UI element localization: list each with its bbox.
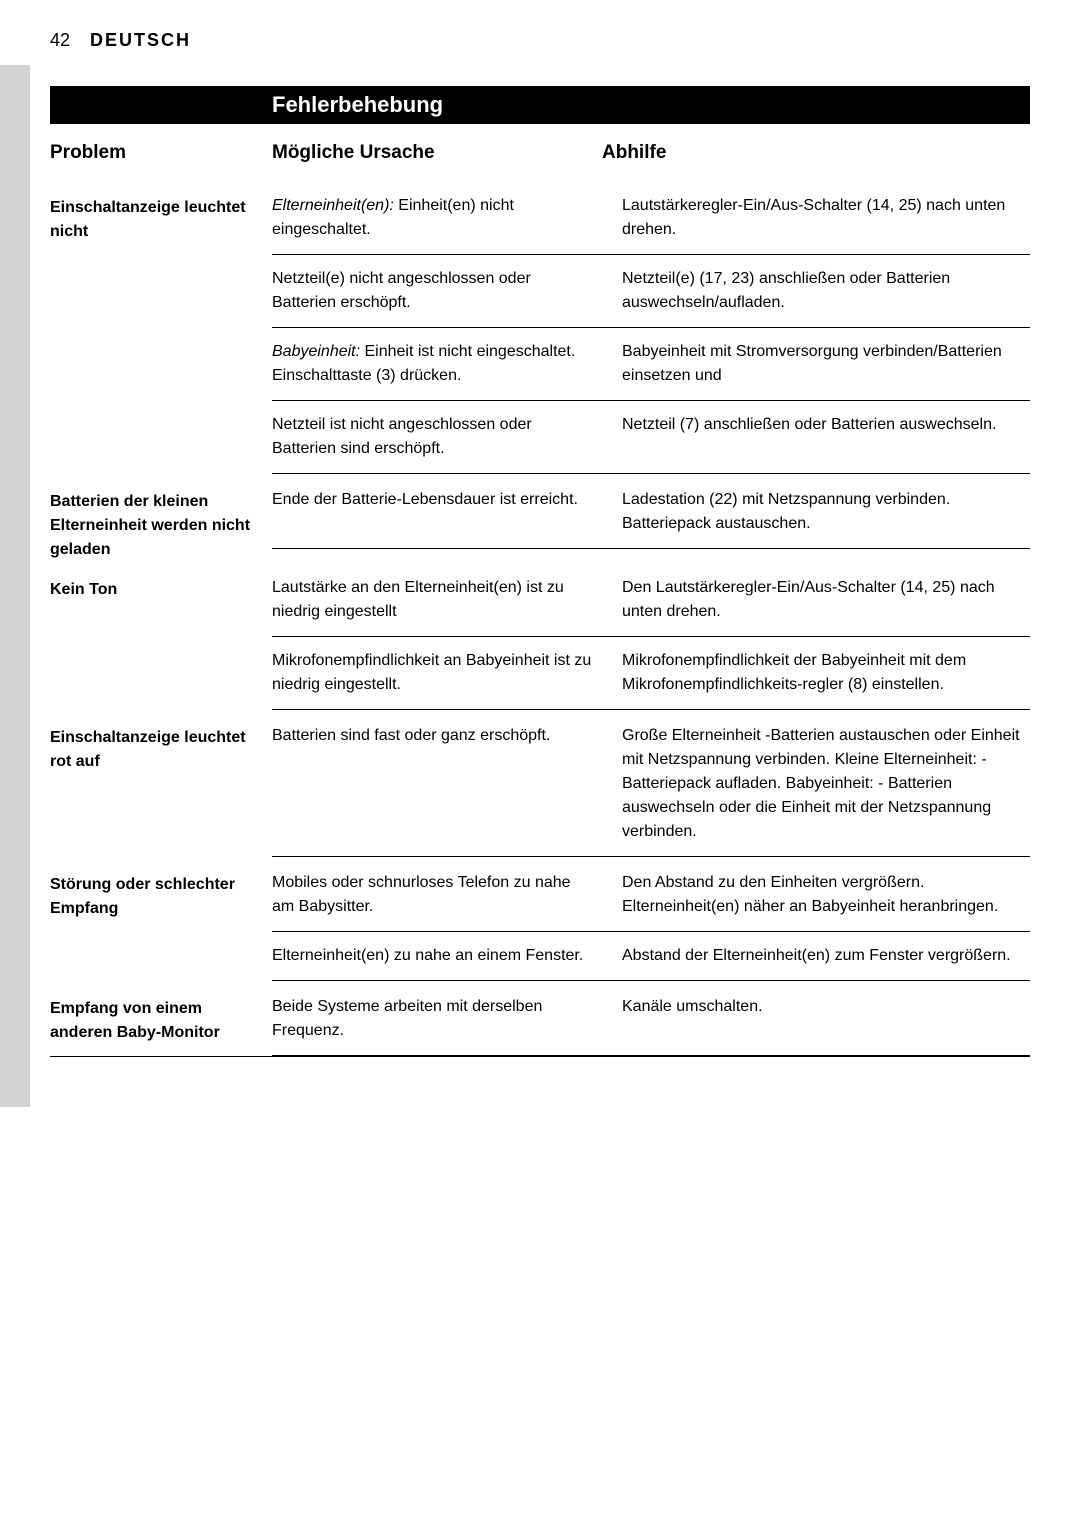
table-row-group: Einschaltanzeige leuchtet nichtElternein… (50, 194, 1030, 474)
column-headers: Problem Mögliche Ursache Abhilfe (50, 142, 1030, 194)
title-text: Fehlerbehebung (272, 92, 443, 117)
cause-cell: Mobiles oder schnurloses Telefon zu nahe… (272, 871, 602, 919)
remedy-cell: Mikrofonempfindlichkeit der Babyeinheit … (602, 649, 1030, 697)
table-row-group: Batterien der kleinen Elterneinheit werd… (50, 488, 1030, 562)
col-header-problem: Problem (50, 142, 272, 164)
troubleshooting-table: Problem Mögliche Ursache Abhilfe Einscha… (50, 124, 1030, 1057)
cause-cell: Netzteil ist nicht angeschlossen oder Ba… (272, 413, 602, 461)
table-row-group: Störung oder schlechter EmpfangMobiles o… (50, 871, 1030, 981)
sub-row: Elterneinheit(en) zu nahe an einem Fenst… (272, 931, 1030, 981)
page-header: 42 DEUTSCH (0, 30, 1030, 51)
remedy-cell: Netzteil (7) anschließen oder Batterien … (602, 413, 1030, 461)
col-header-remedy: Abhilfe (602, 142, 1030, 164)
col-header-cause: Mögliche Ursache (272, 142, 602, 164)
rows-host: Einschaltanzeige leuchtet nichtElternein… (50, 194, 1030, 1056)
cause-cell: Netzteil(e) nicht angeschlossen oder Bat… (272, 267, 602, 315)
table-row-group: Einschaltanzeige leuchtet rot aufBatteri… (50, 724, 1030, 857)
sub-row: Netzteil(e) nicht angeschlossen oder Bat… (272, 254, 1030, 327)
sub-row: Babyeinheit: Einheit ist nicht eingescha… (272, 327, 1030, 400)
cause-cell: Elterneinheit(en): Einheit(en) nicht ein… (272, 194, 602, 242)
cause-prefix: Babyeinheit: (272, 343, 360, 360)
problem-cell: Batterien der kleinen Elterneinheit werd… (50, 488, 272, 562)
sub-row: Lautstärke an den Elterneinheit(en) ist … (272, 576, 1030, 636)
sub-row: Mobiles oder schnurloses Telefon zu nahe… (272, 871, 1030, 931)
page: 42 DEUTSCH Fehlerbehebung Problem Möglic… (0, 0, 1080, 1107)
cause-cell: Batterien sind fast oder ganz erschöpft. (272, 724, 602, 844)
sub-rows: Lautstärke an den Elterneinheit(en) ist … (272, 576, 1030, 710)
remedy-cell: Lautstärkeregler-Ein/Aus-Schalter (14, 2… (602, 194, 1030, 242)
sub-row: Elterneinheit(en): Einheit(en) nicht ein… (272, 194, 1030, 254)
sub-rows: Ende der Batterie-Lebensdauer ist erreic… (272, 488, 1030, 549)
language-label: DEUTSCH (90, 30, 191, 50)
page-number: 42 (50, 30, 70, 50)
remedy-cell: Netzteil(e) (17, 23) anschließen oder Ba… (602, 267, 1030, 315)
cause-cell: Ende der Batterie-Lebensdauer ist erreic… (272, 488, 602, 536)
table-row-group: Empfang von einem anderen Baby-MonitorBe… (50, 995, 1030, 1056)
title-bar: Fehlerbehebung (50, 86, 1030, 124)
sub-rows: Batterien sind fast oder ganz erschöpft.… (272, 724, 1030, 857)
problem-cell: Einschaltanzeige leuchtet rot auf (50, 724, 272, 774)
sub-row: Mikrofonempfindlichkeit an Babyeinheit i… (272, 636, 1030, 710)
left-accent-bar (0, 65, 30, 95)
sub-rows: Beide Systeme arbeiten mit derselben Fre… (272, 995, 1030, 1056)
group-separator (50, 710, 1030, 724)
cause-cell: Babyeinheit: Einheit ist nicht eingescha… (272, 340, 602, 388)
remedy-cell: Den Lautstärkeregler-Ein/Aus-Schalter (1… (602, 576, 1030, 624)
remedy-cell: Kanäle umschalten. (602, 995, 1030, 1043)
group-separator (50, 857, 1030, 871)
cause-cell: Elterneinheit(en) zu nahe an einem Fenst… (272, 944, 602, 968)
problem-cell: Störung oder schlechter Empfang (50, 871, 272, 921)
group-separator (50, 981, 1030, 995)
sub-row: Netzteil ist nicht angeschlossen oder Ba… (272, 400, 1030, 474)
remedy-cell: Den Abstand zu den Einheiten vergrößern.… (602, 871, 1030, 919)
remedy-cell: Abstand der Elterneinheit(en) zum Fenste… (602, 944, 1030, 968)
problem-cell: Empfang von einem anderen Baby-Monitor (50, 995, 272, 1045)
remedy-cell: Babyeinheit mit Stromversorgung verbinde… (602, 340, 1030, 388)
remedy-cell: Ladestation (22) mit Netzspannung verbin… (602, 488, 1030, 536)
sub-row: Ende der Batterie-Lebensdauer ist erreic… (272, 488, 1030, 549)
content-area: Fehlerbehebung Problem Mögliche Ursache … (50, 86, 1030, 1057)
left-margin-bar (0, 95, 30, 1107)
group-separator (50, 474, 1030, 488)
sub-rows: Elterneinheit(en): Einheit(en) nicht ein… (272, 194, 1030, 474)
remedy-cell: Große Elterneinheit -Batterien austausch… (602, 724, 1030, 844)
problem-cell: Kein Ton (50, 576, 272, 602)
group-separator (50, 562, 1030, 576)
table-row-group: Kein TonLautstärke an den Elterneinheit(… (50, 576, 1030, 710)
sub-row: Batterien sind fast oder ganz erschöpft.… (272, 724, 1030, 857)
sub-row: Beide Systeme arbeiten mit derselben Fre… (272, 995, 1030, 1056)
sub-rows: Mobiles oder schnurloses Telefon zu nahe… (272, 871, 1030, 981)
cause-cell: Beide Systeme arbeiten mit derselben Fre… (272, 995, 602, 1043)
cause-cell: Lautstärke an den Elterneinheit(en) ist … (272, 576, 602, 624)
problem-cell: Einschaltanzeige leuchtet nicht (50, 194, 272, 244)
cause-cell: Mikrofonempfindlichkeit an Babyeinheit i… (272, 649, 602, 697)
cause-prefix: Elterneinheit(en): (272, 197, 394, 214)
